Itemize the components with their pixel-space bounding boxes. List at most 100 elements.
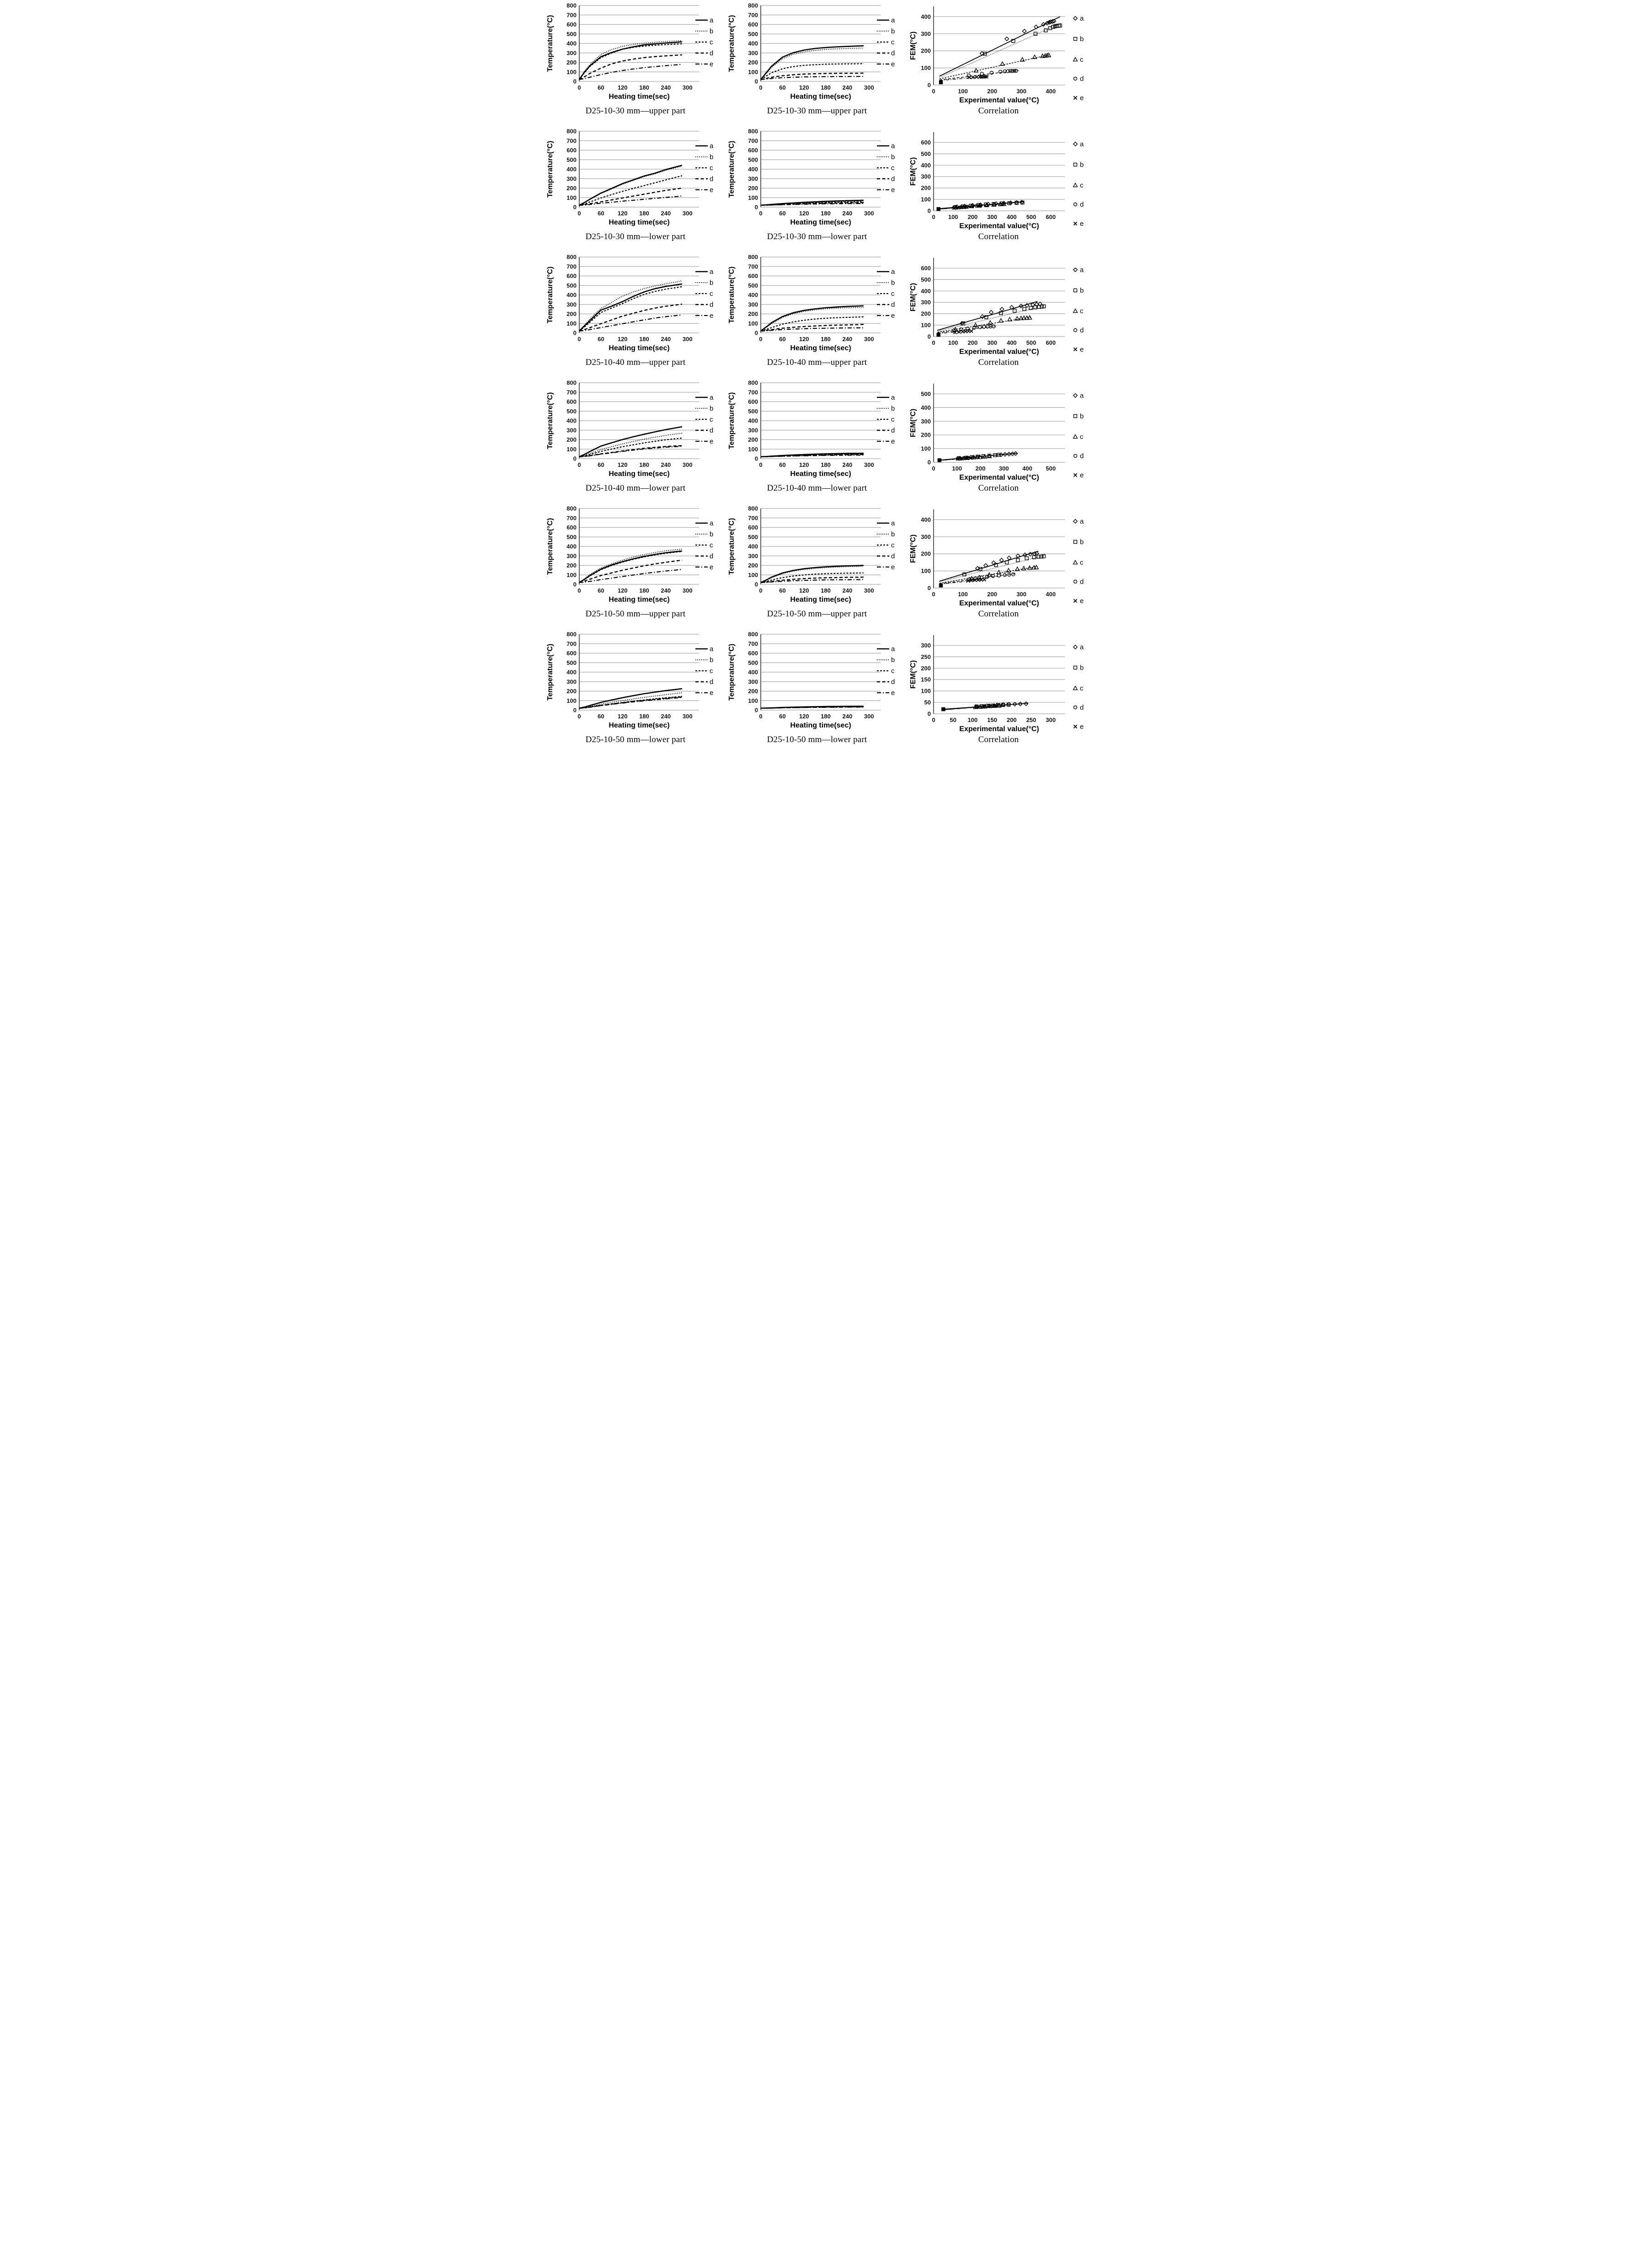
svg-text:400: 400 [921,404,931,411]
svg-text:b: b [1080,664,1084,672]
svg-text:180: 180 [821,84,831,91]
svg-text:100: 100 [921,196,931,203]
svg-text:0: 0 [932,339,935,346]
svg-text:700: 700 [566,137,577,144]
figure-caption: Correlation [978,106,1019,116]
svg-text:100: 100 [921,567,931,574]
svg-text:500: 500 [748,31,758,37]
svg-text:0: 0 [927,208,930,214]
figure-caption: Correlation [978,232,1019,241]
svg-text:d: d [891,175,895,183]
svg-text:180: 180 [639,336,649,342]
svg-text:500: 500 [566,282,577,289]
svg-text:FEM(°C): FEM(°C) [909,535,917,563]
svg-text:d: d [710,301,713,309]
svg-text:120: 120 [799,336,809,342]
svg-text:0: 0 [577,336,581,342]
svg-text:d: d [1080,201,1084,209]
svg-text:b: b [710,153,713,161]
svg-text:180: 180 [639,210,649,217]
svg-text:c: c [1080,182,1084,189]
svg-text:Experimental value(°C): Experimental value(°C) [959,222,1039,230]
svg-text:d: d [710,678,713,686]
svg-text:e: e [710,312,713,320]
svg-text:300: 300 [682,461,692,468]
svg-text:d: d [891,678,895,686]
svg-text:400: 400 [921,13,931,20]
svg-text:100: 100 [967,717,977,723]
svg-text:240: 240 [661,336,671,342]
svg-text:500: 500 [748,156,758,163]
svg-text:300: 300 [566,552,577,559]
svg-text:b: b [1080,412,1084,420]
svg-text:800: 800 [748,2,758,9]
svg-text:b: b [1080,538,1084,546]
svg-text:d: d [710,427,713,434]
temperature-line-chart: 0 100 200 300 400 500 600 700 800 0 60 120 180 240 300… [728,2,895,101]
svg-text:e: e [891,438,895,445]
svg-text:100: 100 [566,69,577,75]
svg-text:60: 60 [779,84,785,91]
svg-text:0: 0 [573,581,576,588]
svg-text:Heating time(sec): Heating time(sec) [790,219,851,226]
svg-text:a: a [710,394,714,401]
svg-text:120: 120 [617,210,627,217]
svg-text:a: a [1080,518,1084,525]
svg-text:b: b [1080,35,1084,43]
svg-text:Temperature(°C): Temperature(°C) [728,141,736,198]
svg-text:60: 60 [779,587,785,594]
svg-text:Experimental value(°C): Experimental value(°C) [959,348,1039,356]
figure-caption: D25-10-40 mm—upper part [767,358,867,367]
svg-text:Heating time(sec): Heating time(sec) [609,93,669,101]
svg-text:0: 0 [573,204,576,211]
svg-text:Heating time(sec): Heating time(sec) [790,596,851,604]
svg-text:c: c [1080,56,1084,64]
svg-text:200: 200 [748,688,758,695]
svg-text:e: e [1080,346,1084,353]
svg-text:200: 200 [921,551,931,557]
svg-text:300: 300 [682,587,692,594]
figure-caption: Correlation [978,358,1019,367]
svg-text:60: 60 [598,587,604,594]
svg-text:400: 400 [921,516,931,523]
cell-r3-temp-left: 0 100 200 300 400 500 600 700 800 0 60 120 180 240 300… [545,251,726,377]
svg-text:150: 150 [987,717,997,723]
svg-text:300: 300 [682,713,692,720]
svg-text:300: 300 [864,461,874,468]
svg-text:c: c [1080,307,1084,315]
svg-text:100: 100 [748,320,758,327]
svg-text:a: a [891,519,895,527]
svg-text:0: 0 [759,210,762,217]
svg-text:300: 300 [864,336,874,342]
svg-text:300: 300 [748,427,758,433]
svg-text:Experimental value(°C): Experimental value(°C) [959,725,1039,733]
cell-r5-temp-left: 0 100 200 300 400 500 600 700 800 0 60 120 180 240 300… [545,503,726,629]
svg-text:200: 200 [566,59,577,66]
svg-text:Experimental value(°C): Experimental value(°C) [959,474,1039,481]
svg-text:200: 200 [566,436,577,443]
svg-text:b: b [891,27,895,35]
svg-text:240: 240 [661,210,671,217]
figure-caption: D25-10-50 mm—lower part [767,735,867,744]
svg-text:300: 300 [1016,88,1026,95]
temperature-line-chart: 0 100 200 300 400 500 600 700 800 0 60 120 180 240 300… [546,128,714,227]
svg-text:700: 700 [566,263,577,270]
svg-text:300: 300 [921,299,931,306]
svg-text:d: d [891,427,895,434]
svg-text:e: e [1080,597,1084,605]
svg-text:600: 600 [566,147,577,154]
svg-text:200: 200 [975,465,985,472]
svg-text:600: 600 [1046,214,1056,220]
svg-text:700: 700 [748,137,758,144]
figure-caption: Correlation [978,483,1019,493]
svg-text:300: 300 [748,175,758,182]
cell-r2-temp-mid: 0 100 200 300 400 500 600 700 800 0 60 120 180 240 300… [726,126,908,251]
svg-text:500: 500 [1026,214,1036,220]
svg-text:180: 180 [821,587,831,594]
svg-text:300: 300 [921,30,931,37]
svg-text:300: 300 [999,465,1009,472]
svg-text:b: b [1080,161,1084,169]
svg-text:0: 0 [759,336,762,342]
cell-r2-correlation: 0 100 200 300 400 500 600 0 100 200 300 400 500 600 Ex… [908,126,1089,251]
svg-text:800: 800 [566,380,577,386]
